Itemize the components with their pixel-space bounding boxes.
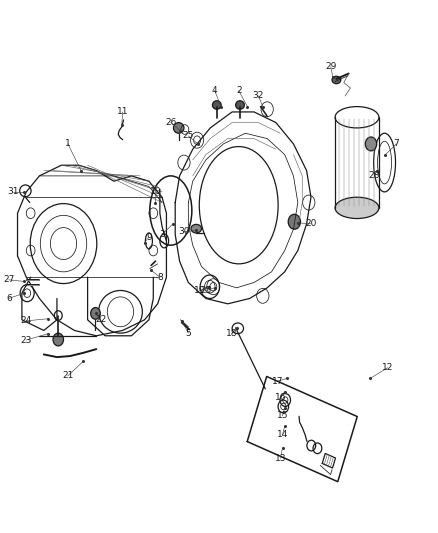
Text: 20: 20: [305, 220, 317, 228]
Ellipse shape: [288, 214, 300, 229]
Ellipse shape: [173, 123, 184, 133]
Text: 8: 8: [157, 273, 163, 281]
Text: 25: 25: [183, 132, 194, 140]
Text: 19: 19: [194, 286, 205, 295]
Text: 6: 6: [6, 294, 12, 303]
Text: 17: 17: [272, 377, 284, 385]
Text: 1: 1: [65, 140, 71, 148]
Text: 12: 12: [382, 364, 393, 372]
Text: 22: 22: [95, 316, 106, 324]
Text: 4: 4: [212, 86, 217, 95]
Text: 13: 13: [275, 454, 286, 463]
Text: 23: 23: [21, 336, 32, 344]
Text: 25: 25: [200, 286, 212, 295]
Text: 2: 2: [236, 86, 241, 95]
Text: 3: 3: [159, 230, 165, 239]
Text: 10: 10: [150, 188, 161, 196]
Text: 18: 18: [226, 329, 238, 337]
Text: 9: 9: [146, 233, 152, 241]
Ellipse shape: [212, 101, 221, 109]
Text: 26: 26: [165, 118, 177, 127]
Ellipse shape: [236, 101, 244, 109]
Text: 30: 30: [178, 228, 190, 236]
Ellipse shape: [91, 308, 100, 319]
Text: 16: 16: [275, 393, 286, 401]
Text: 28: 28: [369, 172, 380, 180]
Text: 21: 21: [62, 372, 74, 380]
Text: 7: 7: [393, 140, 399, 148]
Ellipse shape: [332, 76, 341, 84]
Ellipse shape: [365, 137, 377, 151]
Ellipse shape: [53, 333, 64, 346]
Text: 32: 32: [253, 92, 264, 100]
Ellipse shape: [335, 197, 379, 219]
Text: 14: 14: [277, 430, 288, 439]
Text: 15: 15: [277, 411, 288, 420]
Text: 29: 29: [325, 62, 336, 71]
Text: 24: 24: [21, 317, 32, 325]
Text: 27: 27: [3, 276, 14, 284]
Text: 5: 5: [185, 329, 191, 337]
Text: 11: 11: [117, 108, 128, 116]
Text: 31: 31: [7, 188, 19, 196]
Ellipse shape: [191, 224, 201, 233]
